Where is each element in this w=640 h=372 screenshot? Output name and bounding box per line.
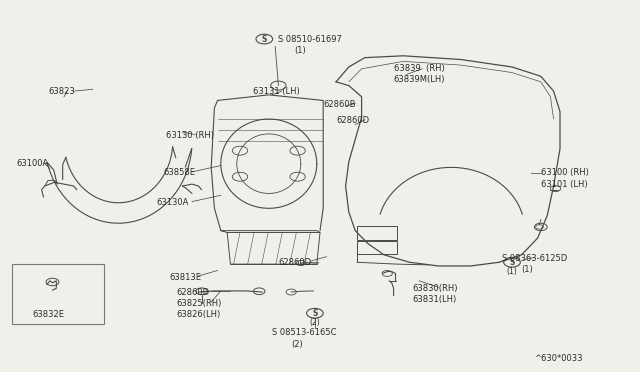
Text: 63858E: 63858E xyxy=(163,169,195,177)
Text: 63131 (LH): 63131 (LH) xyxy=(253,87,300,96)
Text: 63130A: 63130A xyxy=(157,198,189,207)
Text: 63832E: 63832E xyxy=(32,310,64,319)
Text: 63130 (RH): 63130 (RH) xyxy=(166,131,214,140)
Text: (2): (2) xyxy=(291,340,303,349)
Text: 63839M(LH): 63839M(LH) xyxy=(394,76,445,84)
Bar xyxy=(12,264,104,324)
Text: (1): (1) xyxy=(522,265,533,274)
Bar xyxy=(357,226,397,240)
Text: 63823: 63823 xyxy=(48,87,75,96)
Text: (1): (1) xyxy=(294,46,306,55)
Text: S: S xyxy=(262,35,267,44)
Text: S: S xyxy=(509,258,515,267)
Bar xyxy=(357,241,397,254)
Text: (2): (2) xyxy=(310,318,320,327)
Text: (1): (1) xyxy=(507,267,517,276)
Text: 63101 (LH): 63101 (LH) xyxy=(541,180,588,189)
Text: S 08513-6165C: S 08513-6165C xyxy=(272,328,337,337)
Text: 62860B: 62860B xyxy=(323,100,356,109)
Text: 63100A: 63100A xyxy=(16,159,48,168)
Text: 62860D: 62860D xyxy=(176,288,209,296)
Text: 63826(LH): 63826(LH) xyxy=(176,310,220,319)
Text: S 08510-61697: S 08510-61697 xyxy=(278,35,342,44)
Text: 63831(LH): 63831(LH) xyxy=(413,295,457,304)
Text: 62860D: 62860D xyxy=(278,258,312,267)
Text: S: S xyxy=(312,309,317,318)
Text: 63100 (RH): 63100 (RH) xyxy=(541,169,589,177)
Text: S 08363-6125D: S 08363-6125D xyxy=(502,254,568,263)
Text: 63830(RH): 63830(RH) xyxy=(413,284,458,293)
Text: ^630*0033: ^630*0033 xyxy=(534,355,583,363)
Text: 63813E: 63813E xyxy=(170,273,202,282)
Text: 63825(RH): 63825(RH) xyxy=(176,299,221,308)
Text: 63839  (RH): 63839 (RH) xyxy=(394,64,444,73)
Text: 62860D: 62860D xyxy=(336,116,369,125)
